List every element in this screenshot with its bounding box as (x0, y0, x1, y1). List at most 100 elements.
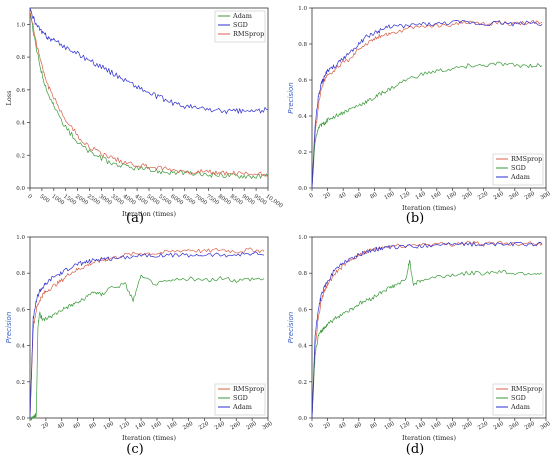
x-tick-label: 100 (383, 191, 396, 202)
x-tick-label: 260 (508, 421, 521, 432)
x-tick-label: 40 (57, 422, 66, 431)
x-tick-label: 180 (166, 421, 179, 432)
y-tick-label: 0.0 (298, 186, 307, 192)
y-tick-label: 0.6 (298, 307, 307, 313)
x-tick-label: 40 (338, 422, 347, 431)
panel-caption: (b) (406, 211, 424, 226)
x-tick-label: 80 (369, 192, 378, 201)
chart-panel-c: 0.0 0.2 0.4 0.6 0.8 1.0 0 20 40 60 80 100 120 140 160 1… (5, 235, 274, 457)
y-tick-label: 0.6 (16, 307, 25, 313)
y-axis-label: Precision (287, 82, 295, 114)
x-axis-label: Iteration (times) (402, 434, 456, 442)
x-tick-label: 20 (323, 192, 332, 201)
x-tick-label: 220 (198, 421, 211, 432)
x-tick-label: 100 (383, 421, 396, 432)
y-axis-label: Loss (5, 91, 13, 106)
legend-entry: Adam (232, 403, 252, 411)
x-tick-label: 220 (477, 421, 490, 432)
legend-entry: SGD (511, 164, 526, 172)
y-tick-label: 0.8 (16, 271, 25, 277)
plot-frame (311, 7, 547, 189)
y-tick-label: 0.0 (298, 416, 307, 422)
x-tick-label: 120 (119, 421, 132, 432)
x-tick-label: 500 (38, 194, 50, 205)
series-line-adam (29, 251, 265, 419)
x-tick-label: 300 (539, 191, 550, 202)
x-tick-label: 0 (26, 194, 33, 201)
x-axis-label: Iteration (times) (122, 434, 176, 442)
panel-caption: (d) (406, 442, 424, 457)
x-tick-label: 280 (246, 421, 259, 432)
y-axis-label: Precision (287, 312, 295, 344)
x-tick-label: 200 (461, 191, 474, 202)
chart-panel-b: 0.0 0.2 0.4 0.6 0.8 1.0 0 20 40 60 80 100 120 140 160 1… (287, 6, 550, 226)
y-tick-label: 0.4 (298, 344, 307, 350)
y-tick-label: 0.8 (298, 42, 307, 48)
x-axis-label: Iteration (times) (402, 204, 456, 212)
x-tick-label: 200 (461, 421, 474, 432)
y-tick-label: 0.2 (16, 380, 25, 386)
y-tick-label: 1.0 (16, 22, 25, 28)
x-tick-label: 60 (73, 422, 82, 431)
y-tick-label: 1.0 (298, 235, 307, 241)
plot-frame (29, 236, 269, 419)
x-tick-label: 60 (354, 422, 363, 431)
y-tick-label: 0.4 (16, 344, 25, 350)
y-tick-label: 0.8 (298, 271, 307, 277)
x-tick-label: 100 (103, 421, 116, 432)
y-tick-label: 1.0 (16, 235, 25, 241)
x-tick-label: 80 (369, 422, 378, 431)
x-axis-label: Iteration (times) (122, 210, 176, 218)
legend-entry: SGD (233, 394, 248, 402)
legend-entry: SGD (511, 394, 526, 402)
x-tick-label: 240 (214, 421, 227, 432)
y-tick-label: 0.4 (298, 114, 307, 120)
x-tick-label: 260 (508, 191, 521, 202)
x-tick-label: 140 (415, 191, 428, 202)
series-line-sgd (311, 259, 543, 419)
x-tick-label: 20 (41, 422, 50, 431)
x-tick-label: 160 (150, 421, 163, 432)
x-tick-label: 260 (230, 421, 243, 432)
series-line-sgd (30, 274, 265, 421)
legend-entry: Adam (510, 173, 530, 181)
plot-frame (311, 236, 547, 419)
x-tick-label: 240 (493, 191, 506, 202)
x-tick-label: 0 (26, 422, 32, 429)
y-tick-label: 0.2 (298, 150, 307, 156)
x-tick-label: 240 (493, 421, 506, 432)
legend-entry: RMSprop (511, 385, 542, 393)
y-tick-label: 0.0 (16, 186, 25, 192)
x-tick-label: 160 (430, 421, 443, 432)
series-line-adam (311, 241, 543, 419)
panel-caption: (c) (126, 442, 143, 457)
legend-entry: SGD (233, 21, 248, 29)
series-line-rmsprop (311, 240, 543, 419)
x-tick-label: 40 (338, 192, 347, 201)
chart-panel-a: 0.00.20.40.60.81.00 500 100015002000250030… (5, 7, 284, 226)
x-tick-label: 180 (446, 191, 459, 202)
y-tick-label: 0.0 (16, 416, 25, 422)
x-tick-label: 300 (539, 421, 550, 432)
y-axis-label: Precision (5, 312, 13, 344)
x-tick-label: 140 (135, 421, 148, 432)
y-tick-label: 0.2 (298, 380, 307, 386)
x-tick-label: 220 (477, 191, 490, 202)
series-line-adam (311, 20, 543, 189)
x-tick-label: 140 (415, 421, 428, 432)
y-tick-label: 0.2 (16, 153, 25, 159)
x-tick-label: 0 (308, 422, 314, 429)
x-tick-label: 280 (524, 191, 537, 202)
x-tick-label: 120 (399, 191, 412, 202)
chart-panel-d: 0.0 0.2 0.4 0.6 0.8 1.0 0 20 40 60 80 100 120 140 160 1… (287, 235, 550, 457)
x-tick-label: 120 (399, 421, 412, 432)
x-tick-label: 60 (354, 192, 363, 201)
series-line-sgd (29, 7, 269, 115)
y-tick-label: 0.8 (16, 55, 25, 61)
x-tick-label: 20 (323, 422, 332, 431)
legend-entry: Adam (232, 12, 252, 20)
